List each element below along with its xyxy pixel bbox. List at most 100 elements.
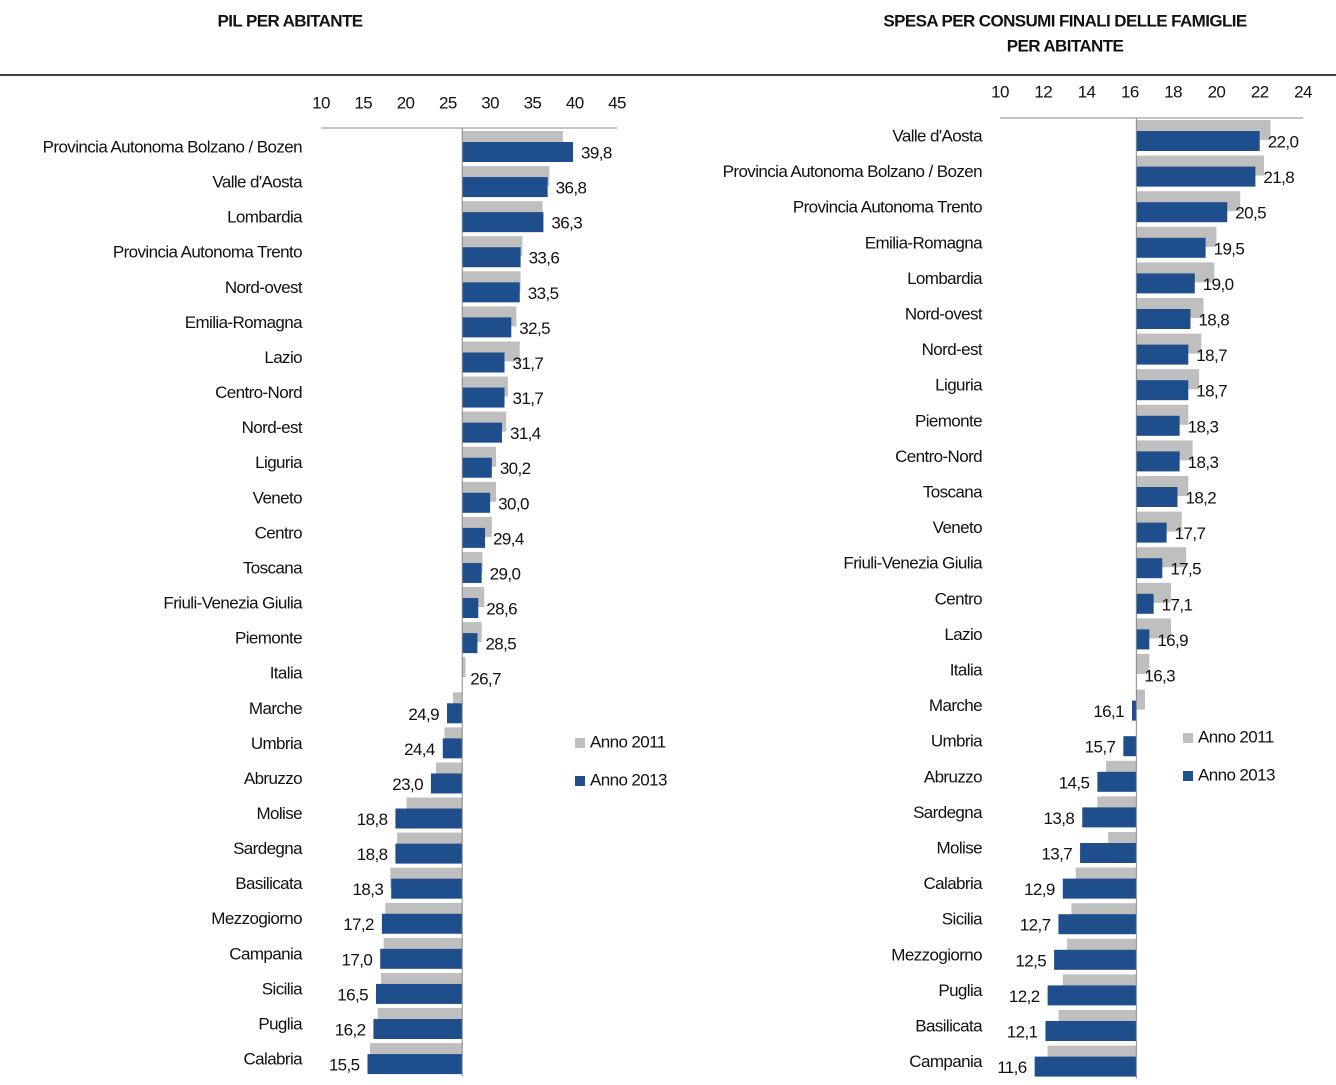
bar [1058,914,1137,935]
value-label: 17,5 [1170,560,1201,579]
x-tick-label: 30 [481,93,499,112]
bar [462,247,521,268]
value-label: 13,7 [1041,844,1072,863]
category-label: Lombardia [907,269,983,288]
category-label: Calabria [923,874,983,893]
category-label: Friuli-Venezia Giulia [163,594,303,613]
value-label: 18,8 [357,845,388,864]
bar [462,422,502,443]
bar [462,142,574,162]
value-label: 29,0 [490,564,521,583]
category-label: Emilia-Romagna [865,233,983,252]
value-label: 18,3 [353,880,384,899]
bar [1132,700,1137,721]
bar [462,317,512,338]
bar [1054,949,1137,970]
bar [452,692,463,713]
bar [1047,985,1137,1006]
value-label: 36,3 [551,214,582,233]
x-tick-label: 20 [397,93,415,112]
category-label: Centro-Nord [895,447,982,466]
bar [462,212,544,233]
bar [462,633,478,654]
bar [1136,558,1163,579]
value-label: 33,6 [529,249,560,268]
bar [462,657,466,678]
category-label: Puglia [938,981,983,1000]
category-label: Mezzogiorno [891,945,982,964]
value-label: 16,5 [337,985,368,1004]
x-tick-label: 15 [354,93,372,112]
bar [462,177,548,198]
bar [373,1019,463,1039]
value-label: 22,0 [1268,132,1299,151]
bar [1080,843,1137,863]
value-label: 16,2 [335,1020,366,1039]
legend-label: Anno 2013 [590,770,667,789]
bar [462,527,486,548]
category-label: Liguria [935,376,983,395]
bar [391,878,463,899]
value-label: 28,5 [485,635,516,654]
value-label: 18,3 [1188,417,1219,436]
value-label: 20,5 [1235,204,1266,223]
category-label: Campania [909,1052,983,1071]
category-label: Valle d'Aosta [892,126,983,145]
legend-label: Anno 2011 [1198,727,1274,746]
bar [395,808,463,829]
value-label: 24,9 [408,705,439,724]
value-label: 12,5 [1015,951,1046,970]
category-label: Nord-ovest [905,304,983,323]
value-label: 17,2 [343,915,374,934]
value-label: 26,7 [470,670,501,689]
category-label: Mezzogiorno [211,909,302,928]
value-label: 24,4 [404,740,435,759]
value-label: 23,0 [392,775,423,794]
bar [1136,273,1195,294]
x-tick-label: 10 [991,82,1009,101]
value-label: 31,7 [513,354,544,373]
category-label: Provincia Autonoma Trento [113,243,302,262]
category-label: Basilicata [235,874,303,893]
category-label: Liguria [255,453,303,472]
value-label: 19,5 [1214,239,1245,258]
value-label: 13,8 [1044,809,1075,828]
bar [1136,593,1154,614]
bar [1136,131,1260,151]
bar [1123,736,1137,757]
category-label: Nord-est [242,418,303,437]
value-label: 11,6 [997,1058,1027,1077]
category-label: Veneto [933,518,982,537]
legend-label: Anno 2011 [590,732,666,751]
legend-swatch [575,738,585,748]
bar [1136,344,1189,365]
value-label: 39,8 [581,143,612,162]
category-label: Piemonte [235,629,302,648]
bar [447,703,463,724]
bar [462,387,505,408]
value-label: 32,5 [519,319,550,338]
category-label: Toscana [923,482,983,501]
category-label: Lombardia [227,208,303,227]
value-label: 33,5 [528,284,559,303]
bar [1136,629,1150,650]
value-label: 29,4 [493,529,524,548]
legend-swatch [1183,771,1193,781]
category-label: Basilicata [915,1016,983,1035]
x-tick-label: 12 [1034,82,1052,101]
category-label: Veneto [253,488,302,507]
category-label: Campania [229,944,303,963]
category-label: Nord-est [922,340,983,359]
value-label: 14,5 [1059,773,1090,792]
category-label: Friuli-Venezia Giulia [843,554,983,573]
x-tick-label: 20 [1208,82,1226,101]
x-tick-label: 14 [1078,82,1096,101]
category-label: Provincia Autonoma Bolzano / Bozen [723,162,982,181]
value-label: 12,9 [1024,880,1055,899]
bar [380,948,463,969]
category-label: Marche [929,696,982,715]
bar [442,738,463,759]
bar [1045,1021,1137,1041]
category-label: Umbria [251,734,303,753]
